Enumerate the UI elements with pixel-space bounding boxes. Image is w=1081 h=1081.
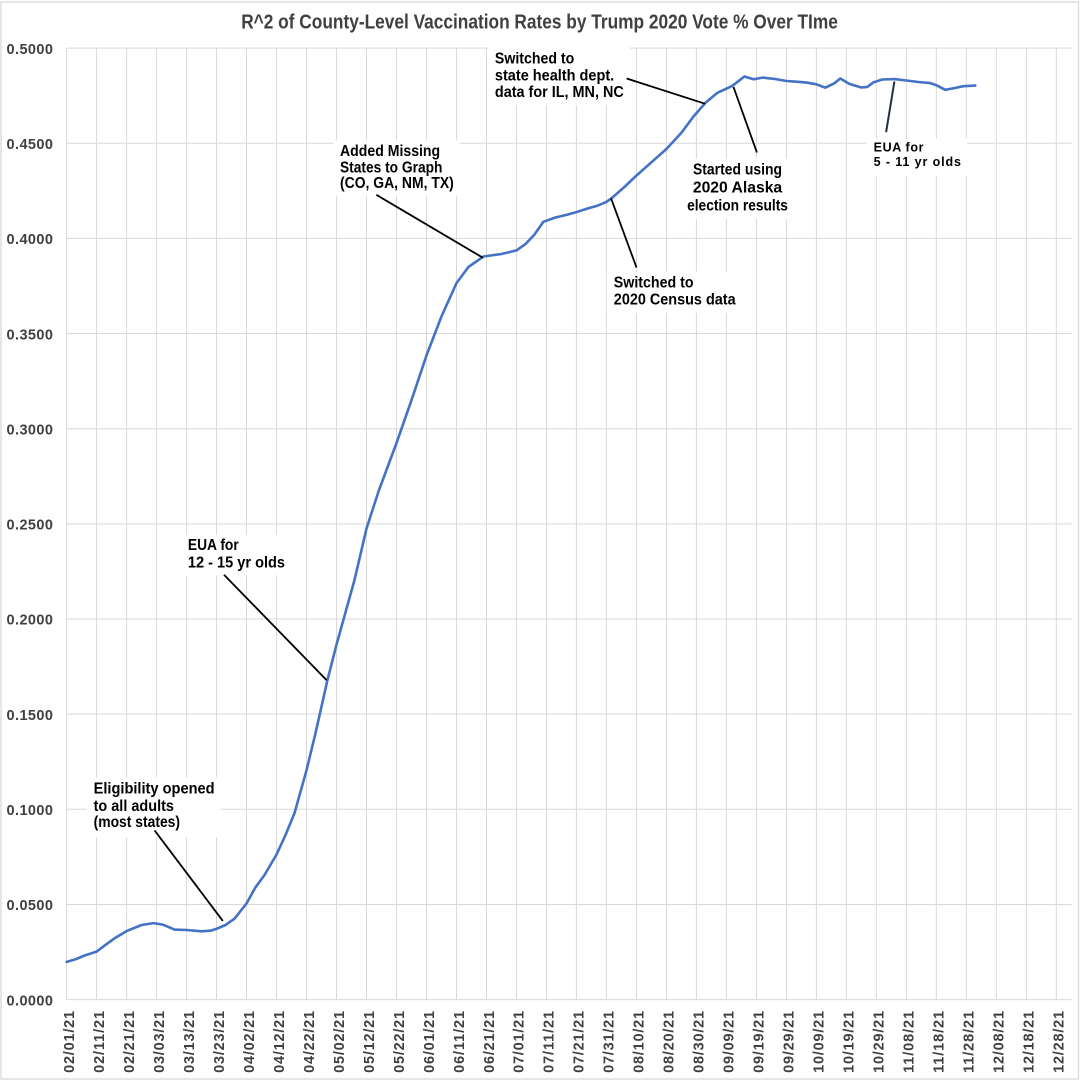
svg-text:07/31/21: 07/31/21 xyxy=(602,1011,618,1073)
svg-text:04/22/21: 04/22/21 xyxy=(302,1011,318,1073)
svg-text:05/02/21: 05/02/21 xyxy=(332,1011,348,1073)
svg-text:10/19/21: 10/19/21 xyxy=(842,1011,858,1073)
svg-text:2020 Census data: 2020 Census data xyxy=(614,291,736,309)
svg-text:06/01/21: 06/01/21 xyxy=(422,1011,438,1073)
svg-text:07/01/21: 07/01/21 xyxy=(512,1011,528,1073)
svg-text:(most states): (most states) xyxy=(94,813,180,831)
svg-text:08/20/21: 08/20/21 xyxy=(662,1011,678,1073)
svg-text:Eligibility opened: Eligibility opened xyxy=(94,780,215,798)
svg-text:08/30/21: 08/30/21 xyxy=(692,1011,708,1073)
svg-text:0.0000: 0.0000 xyxy=(7,993,54,1009)
svg-text:05/22/21: 05/22/21 xyxy=(392,1011,408,1073)
svg-text:Added Missing: Added Missing xyxy=(340,142,440,160)
svg-text:States to Graph: States to Graph xyxy=(340,159,442,177)
svg-text:0.5000: 0.5000 xyxy=(7,42,54,58)
svg-text:03/03/21: 03/03/21 xyxy=(152,1011,168,1073)
svg-text:07/11/21: 07/11/21 xyxy=(542,1011,558,1073)
svg-text:Started using: Started using xyxy=(693,161,782,179)
svg-text:EUA for: EUA for xyxy=(874,141,924,155)
svg-text:12/28/21: 12/28/21 xyxy=(1052,1011,1068,1073)
svg-text:11/28/21: 11/28/21 xyxy=(962,1011,978,1073)
svg-text:02/11/21: 02/11/21 xyxy=(92,1011,108,1073)
svg-text:09/29/21: 09/29/21 xyxy=(782,1011,798,1073)
svg-text:0.3500: 0.3500 xyxy=(7,327,54,343)
svg-text:06/21/21: 06/21/21 xyxy=(482,1011,498,1073)
svg-text:to all adults: to all adults xyxy=(94,797,174,815)
svg-text:12/08/21: 12/08/21 xyxy=(992,1011,1008,1073)
svg-text:Switched to: Switched to xyxy=(495,50,574,68)
svg-text:5 - 11 yr olds: 5 - 11 yr olds xyxy=(874,155,961,169)
svg-text:election results: election results xyxy=(687,197,788,215)
svg-text:10/29/21: 10/29/21 xyxy=(872,1011,888,1073)
svg-text:0.1000: 0.1000 xyxy=(7,803,54,819)
svg-text:03/13/21: 03/13/21 xyxy=(182,1011,198,1073)
svg-text:11/18/21: 11/18/21 xyxy=(932,1011,948,1073)
svg-text:07/21/21: 07/21/21 xyxy=(572,1011,588,1073)
svg-text:04/12/21: 04/12/21 xyxy=(272,1011,288,1073)
svg-text:Switched to: Switched to xyxy=(614,274,694,292)
svg-text:03/23/21: 03/23/21 xyxy=(212,1011,228,1073)
svg-text:2020 Alaska: 2020 Alaska xyxy=(693,180,783,197)
svg-text:R^2 of County-Level Vaccinatio: R^2 of County-Level Vaccination Rates by… xyxy=(241,11,838,34)
svg-text:09/09/21: 09/09/21 xyxy=(722,1011,738,1073)
svg-text:(CO, GA, NM, TX): (CO, GA, NM, TX) xyxy=(340,174,454,192)
svg-text:02/01/21: 02/01/21 xyxy=(62,1011,78,1073)
svg-text:12 - 15 yr olds: 12 - 15 yr olds xyxy=(188,554,285,572)
svg-text:0.2000: 0.2000 xyxy=(7,613,54,629)
svg-text:06/11/21: 06/11/21 xyxy=(452,1011,468,1073)
svg-text:09/19/21: 09/19/21 xyxy=(752,1011,768,1073)
svg-text:10/09/21: 10/09/21 xyxy=(812,1011,828,1073)
svg-text:12/18/21: 12/18/21 xyxy=(1022,1011,1038,1073)
svg-text:0.1500: 0.1500 xyxy=(7,708,54,724)
svg-text:EUA for: EUA for xyxy=(188,537,239,554)
svg-text:05/12/21: 05/12/21 xyxy=(362,1011,378,1073)
svg-text:0.2500: 0.2500 xyxy=(7,518,54,534)
svg-text:0.4500: 0.4500 xyxy=(7,137,54,153)
svg-text:state health dept.: state health dept. xyxy=(495,67,614,85)
svg-text:data for IL, MN, NC: data for IL, MN, NC xyxy=(495,84,624,102)
svg-text:08/10/21: 08/10/21 xyxy=(632,1011,648,1073)
svg-text:04/02/21: 04/02/21 xyxy=(242,1011,258,1073)
svg-text:11/08/21: 11/08/21 xyxy=(902,1011,918,1073)
svg-text:0.4000: 0.4000 xyxy=(7,232,54,248)
svg-text:0.3000: 0.3000 xyxy=(7,422,54,438)
svg-text:02/21/21: 02/21/21 xyxy=(122,1011,138,1073)
svg-text:0.0500: 0.0500 xyxy=(7,898,54,914)
